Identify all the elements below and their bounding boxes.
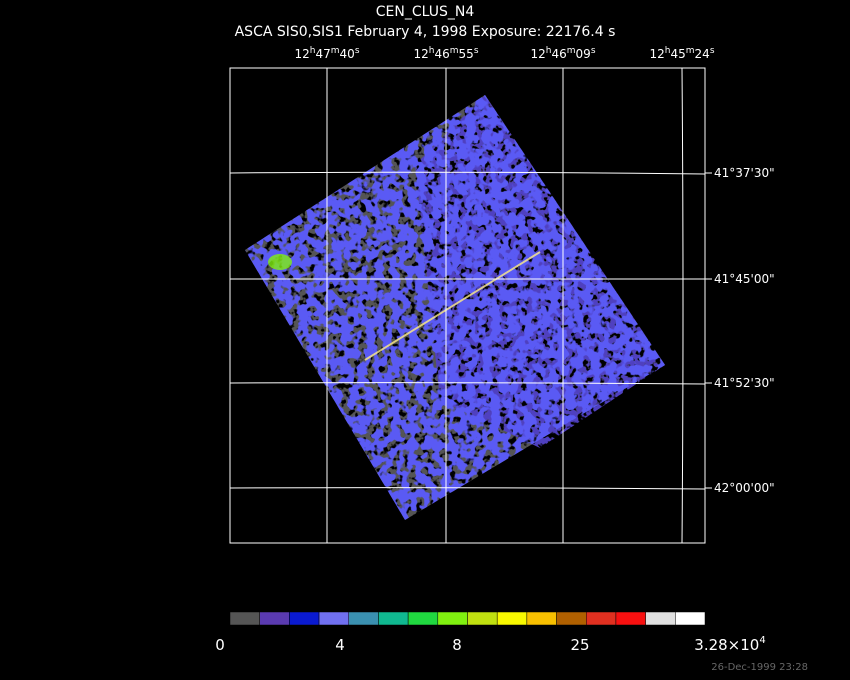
color-swatch <box>496 611 528 626</box>
ra-label: 12h46m55s <box>413 46 478 61</box>
subtitle: ASCA SIS0,SIS1 February 4, 1998 Exposure… <box>235 24 616 40</box>
unit: h <box>546 46 552 56</box>
mantissa: 3.28×10 <box>694 636 759 654</box>
number: 46 <box>551 47 566 61</box>
unit: h <box>665 46 671 56</box>
unit: m <box>686 46 695 56</box>
dec-label: 41°45'00" <box>714 272 775 286</box>
dec-label: 41°52'30" <box>714 376 775 390</box>
color-swatch <box>259 611 290 626</box>
ra-label: 12h47m40s <box>294 46 359 61</box>
colorbar: 0 4 8 25 3.28×104 <box>215 611 766 654</box>
color-swatch <box>289 611 320 626</box>
color-swatch <box>586 611 617 626</box>
unit: s <box>355 46 360 56</box>
unit: s <box>591 46 596 56</box>
number: 12 <box>530 47 545 61</box>
dec-labels: 41°37'30" 41°45'00" 41°52'30" 42°00'00" <box>705 166 775 495</box>
unit: m <box>331 46 340 56</box>
number: 12 <box>413 47 428 61</box>
sky-image <box>245 95 665 520</box>
color-swatch <box>556 611 587 626</box>
ra-label: 12h45m24s <box>649 46 714 61</box>
colorbar-label: 0 <box>215 636 225 654</box>
number: 46 <box>434 47 449 61</box>
ra-labels: 12h47m40s 12h46m55s 12h46m09s 12h45m24s <box>294 46 714 61</box>
color-swatch <box>407 611 439 626</box>
unit: h <box>429 46 435 56</box>
color-swatch <box>348 611 379 626</box>
color-swatch <box>526 611 557 626</box>
number: 45 <box>670 47 685 61</box>
number: 47 <box>315 47 330 61</box>
color-swatch <box>318 611 349 626</box>
unit: s <box>710 46 715 56</box>
exponent: 4 <box>759 635 765 646</box>
timestamp: 26-Dec-1999 23:28 <box>711 662 808 673</box>
number: 09 <box>576 47 591 61</box>
colorbar-label: 4 <box>335 636 345 654</box>
color-swatch <box>229 611 260 626</box>
number: 12 <box>294 47 309 61</box>
dec-label: 41°37'30" <box>714 166 775 180</box>
coordinate-grid <box>229 67 706 544</box>
color-swatch <box>675 611 706 626</box>
unit: m <box>450 46 459 56</box>
color-swatch <box>615 611 646 626</box>
number: 24 <box>695 47 710 61</box>
title: CEN_CLUS_N4 <box>376 4 475 20</box>
number: 12 <box>649 47 664 61</box>
color-swatch <box>437 611 468 626</box>
color-swatch <box>378 611 409 626</box>
unit: s <box>474 46 479 56</box>
ra-label: 12h46m09s <box>530 46 595 61</box>
colorbar-label: 3.28×104 <box>694 635 765 654</box>
unit: m <box>567 46 576 56</box>
unit: h <box>310 46 316 56</box>
colorbar-label: 25 <box>570 636 589 654</box>
color-swatch <box>645 611 676 626</box>
colorbar-label: 8 <box>452 636 462 654</box>
number: 40 <box>340 47 355 61</box>
number: 55 <box>459 47 474 61</box>
dec-label: 42°00'00" <box>714 481 775 495</box>
color-swatch <box>467 611 498 626</box>
